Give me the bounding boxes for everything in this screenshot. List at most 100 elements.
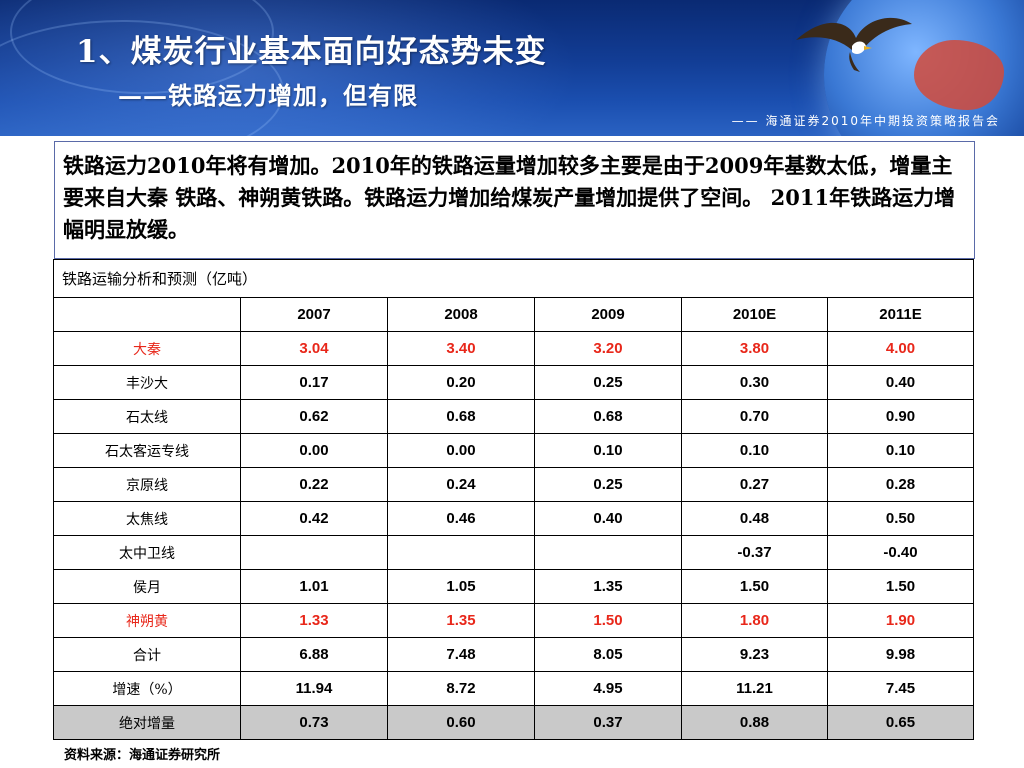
value-cell: 0.65 <box>826 705 975 740</box>
value-cell: 1.90 <box>826 603 975 638</box>
table-row: 石太线 0.62 0.68 0.68 0.70 0.90 <box>53 399 975 434</box>
header-cell-blank <box>53 297 241 332</box>
value-cell: 1.35 <box>387 603 535 638</box>
value-cell: 9.23 <box>681 637 828 672</box>
row-label-cell: 石太客运专线 <box>53 433 241 468</box>
value-cell: 0.68 <box>534 399 682 434</box>
row-label-cell: 太中卫线 <box>53 535 241 570</box>
value-cell: 0.27 <box>681 467 828 502</box>
value-cell: 0.10 <box>681 433 828 468</box>
value-cell: 0.22 <box>240 467 388 502</box>
value-cell: 7.45 <box>826 671 975 706</box>
row-label-cell: 合计 <box>53 637 241 672</box>
value-cell: 8.05 <box>534 637 682 672</box>
value-cell: 11.21 <box>681 671 828 706</box>
value-cell: 1.50 <box>534 603 682 638</box>
value-cell: 0.40 <box>826 365 975 400</box>
value-cell: 7.48 <box>387 637 535 672</box>
row-label-cell: 石太线 <box>53 399 241 434</box>
data-source-note: 资料来源：海通证券研究所 <box>64 748 221 763</box>
value-cell: 0.00 <box>387 433 535 468</box>
row-label-cell: 大秦 <box>53 331 241 366</box>
globe-map-china-icon <box>914 40 1004 110</box>
value-cell: 9.98 <box>826 637 975 672</box>
value-cell: 0.25 <box>534 467 682 502</box>
intro-text-box: 铁路运力2010年将有增加。2010年的铁路运量增加较多主要是由于2009年基数… <box>54 141 975 259</box>
row-label-cell: 太焦线 <box>53 501 241 536</box>
value-cell <box>534 535 682 570</box>
value-cell: 0.60 <box>387 705 535 740</box>
table-row: 丰沙大 0.17 0.20 0.25 0.30 0.40 <box>53 365 975 400</box>
value-cell: 0.48 <box>681 501 828 536</box>
value-cell: 1.80 <box>681 603 828 638</box>
row-label-cell: 丰沙大 <box>53 365 241 400</box>
table-row: 太中卫线 -0.37 -0.40 <box>53 535 975 570</box>
intro-paragraph: 铁路运力2010年将有增加。2010年的铁路运量增加较多主要是由于2009年基数… <box>63 153 956 242</box>
value-cell: 11.94 <box>240 671 388 706</box>
table-row: 太焦线 0.42 0.46 0.40 0.48 0.50 <box>53 501 975 536</box>
table-row: 侯月 1.01 1.05 1.35 1.50 1.50 <box>53 569 975 604</box>
value-cell: 3.80 <box>681 331 828 366</box>
header-cell-2010e: 2010E <box>681 297 828 332</box>
table-row: 京原线 0.22 0.24 0.25 0.27 0.28 <box>53 467 975 502</box>
table-row: 石太客运专线 0.00 0.00 0.10 0.10 0.10 <box>53 433 975 468</box>
table-caption: 铁路运输分析和预测（亿吨） <box>52 259 975 298</box>
row-label-cell: 侯月 <box>53 569 241 604</box>
value-cell: 1.50 <box>826 569 975 604</box>
value-cell: 0.90 <box>826 399 975 434</box>
table-row: 增速（%） 11.94 8.72 4.95 11.21 7.45 <box>53 671 975 706</box>
value-cell: 0.46 <box>387 501 535 536</box>
table-row: 大秦 3.04 3.40 3.20 3.80 4.00 <box>53 331 975 366</box>
row-label-cell: 绝对增量 <box>53 705 241 740</box>
value-cell: 0.73 <box>240 705 388 740</box>
value-cell: 0.70 <box>681 399 828 434</box>
value-cell: 0.40 <box>534 501 682 536</box>
header-cell-2011e: 2011E <box>826 297 975 332</box>
value-cell: 1.01 <box>240 569 388 604</box>
table-caption-row: 铁路运输分析和预测（亿吨） <box>52 259 975 298</box>
value-cell <box>240 535 388 570</box>
value-cell: 3.04 <box>240 331 388 366</box>
row-label-cell: 京原线 <box>53 467 241 502</box>
rail-transport-table-container: 铁路运输分析和预测（亿吨） 2007 2008 2009 2010E 2011E… <box>52 259 975 740</box>
value-cell: 0.68 <box>387 399 535 434</box>
value-cell: 0.42 <box>240 501 388 536</box>
header-cell-2007: 2007 <box>240 297 388 332</box>
table-row: 神朔黄 1.33 1.35 1.50 1.80 1.90 <box>53 603 975 638</box>
value-cell: 0.24 <box>387 467 535 502</box>
report-tagline: —— 海通证券2010年中期投资策略报告会 <box>731 114 1000 128</box>
value-cell: 0.00 <box>240 433 388 468</box>
slide-title: 1、煤炭行业基本面向好态势未变 <box>76 34 547 70</box>
row-label-cell: 神朔黄 <box>53 603 241 638</box>
table-row: 绝对增量 0.73 0.60 0.37 0.88 0.65 <box>53 705 975 740</box>
value-cell: 0.50 <box>826 501 975 536</box>
value-cell: 6.88 <box>240 637 388 672</box>
value-cell: 0.88 <box>681 705 828 740</box>
value-cell: 0.28 <box>826 467 975 502</box>
value-cell: -0.40 <box>826 535 975 570</box>
rail-transport-table: 铁路运输分析和预测（亿吨） 2007 2008 2009 2010E 2011E… <box>52 259 975 740</box>
value-cell: 0.25 <box>534 365 682 400</box>
slide-subtitle: ——铁路运力增加，但有限 <box>118 81 418 110</box>
value-cell: 1.35 <box>534 569 682 604</box>
table-header-row: 2007 2008 2009 2010E 2011E <box>53 297 975 332</box>
header-cell-2008: 2008 <box>387 297 535 332</box>
value-cell: 4.00 <box>826 331 975 366</box>
value-cell: 0.10 <box>534 433 682 468</box>
value-cell: -0.37 <box>681 535 828 570</box>
value-cell: 4.95 <box>534 671 682 706</box>
value-cell: 8.72 <box>387 671 535 706</box>
value-cell: 3.40 <box>387 331 535 366</box>
value-cell: 3.20 <box>534 331 682 366</box>
value-cell: 0.62 <box>240 399 388 434</box>
header-banner: 1、煤炭行业基本面向好态势未变 ——铁路运力增加，但有限 —— 海通证券2010… <box>0 0 1024 136</box>
value-cell: 1.05 <box>387 569 535 604</box>
row-label-cell: 增速（%） <box>53 671 241 706</box>
value-cell: 0.37 <box>534 705 682 740</box>
value-cell: 1.33 <box>240 603 388 638</box>
value-cell: 0.20 <box>387 365 535 400</box>
table-row: 合计 6.88 7.48 8.05 9.23 9.98 <box>53 637 975 672</box>
value-cell <box>387 535 535 570</box>
value-cell: 0.30 <box>681 365 828 400</box>
value-cell: 1.50 <box>681 569 828 604</box>
